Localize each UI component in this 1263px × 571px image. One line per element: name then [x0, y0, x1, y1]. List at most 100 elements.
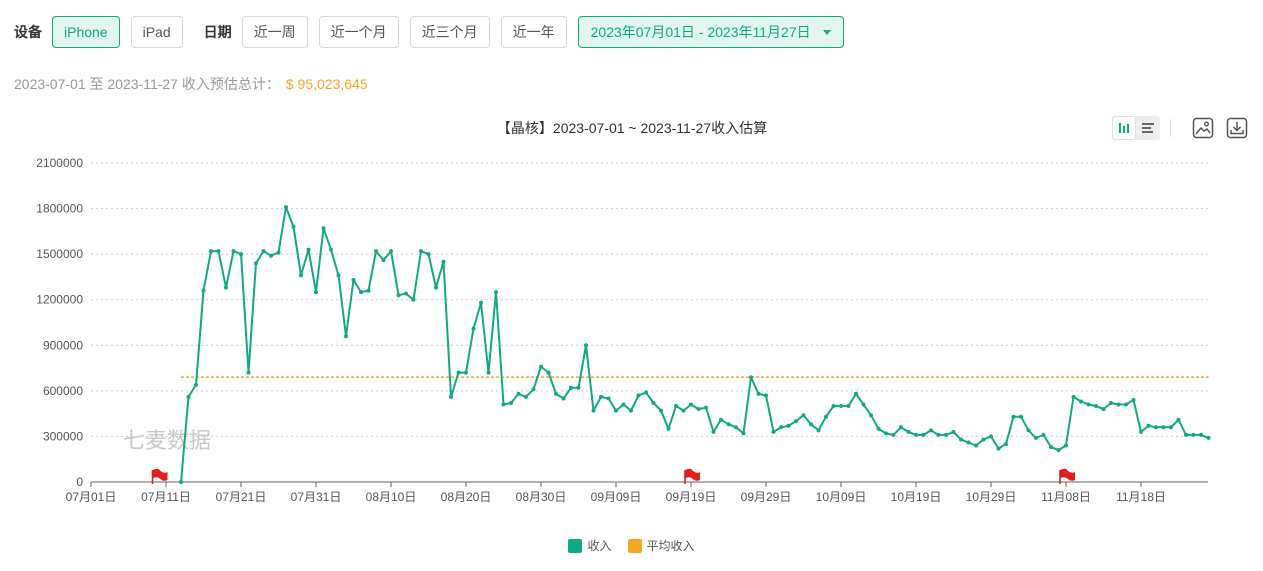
revenue-point[interactable]	[396, 293, 401, 298]
revenue-point[interactable]	[471, 326, 476, 331]
revenue-point[interactable]	[891, 432, 896, 437]
revenue-point[interactable]	[681, 408, 686, 413]
revenue-point[interactable]	[1109, 401, 1113, 405]
revenue-point[interactable]	[1026, 428, 1031, 433]
revenue-point[interactable]	[666, 426, 671, 431]
revenue-point[interactable]	[929, 428, 933, 433]
revenue-point[interactable]	[351, 278, 356, 282]
revenue-point[interactable]	[524, 394, 528, 399]
date-three-months-button[interactable]: 近三个月	[409, 16, 490, 48]
legend-item-revenue[interactable]: 收入	[568, 537, 612, 554]
revenue-point[interactable]	[216, 249, 221, 254]
revenue-point[interactable]	[981, 437, 986, 442]
revenue-point[interactable]	[531, 387, 536, 392]
revenue-point[interactable]	[801, 413, 806, 418]
revenue-point[interactable]	[209, 249, 213, 254]
revenue-point[interactable]	[906, 429, 911, 434]
revenue-point[interactable]	[884, 431, 888, 436]
revenue-point[interactable]	[1161, 425, 1166, 430]
revenue-point[interactable]	[381, 258, 386, 263]
revenue-point[interactable]	[186, 394, 191, 399]
revenue-point[interactable]	[704, 405, 708, 410]
revenue-point[interactable]	[711, 429, 716, 434]
revenue-point[interactable]	[1056, 448, 1061, 453]
revenue-point[interactable]	[786, 423, 791, 428]
revenue-point[interactable]	[539, 364, 543, 369]
download-icon[interactable]	[1225, 116, 1249, 140]
revenue-point[interactable]	[291, 224, 296, 229]
revenue-point[interactable]	[561, 396, 566, 401]
list-icon[interactable]	[1136, 116, 1160, 140]
revenue-point[interactable]	[951, 429, 956, 434]
revenue-point[interactable]	[321, 226, 326, 231]
device-iphone-button[interactable]: iPhone	[52, 16, 120, 48]
revenue-point[interactable]	[944, 432, 948, 437]
revenue-point[interactable]	[1101, 407, 1106, 412]
revenue-point[interactable]	[554, 391, 558, 396]
revenue-point[interactable]	[1146, 423, 1151, 428]
device-ipad-button[interactable]: iPad	[130, 16, 183, 48]
revenue-point[interactable]	[1086, 402, 1091, 407]
revenue-point[interactable]	[741, 431, 746, 436]
revenue-point[interactable]	[599, 394, 603, 399]
revenue-point[interactable]	[299, 273, 303, 278]
revenue-point[interactable]	[486, 370, 491, 375]
revenue-point[interactable]	[336, 273, 341, 278]
revenue-point[interactable]	[1071, 394, 1076, 399]
revenue-point[interactable]	[201, 288, 206, 293]
date-month-button[interactable]: 近一个月	[318, 16, 399, 48]
revenue-point[interactable]	[644, 390, 648, 395]
revenue-point[interactable]	[854, 391, 858, 396]
revenue-point[interactable]	[726, 422, 731, 427]
revenue-point[interactable]	[464, 370, 468, 375]
revenue-point[interactable]	[284, 205, 288, 210]
revenue-point[interactable]	[1049, 445, 1053, 450]
revenue-point[interactable]	[779, 425, 783, 430]
revenue-point[interactable]	[831, 404, 836, 408]
revenue-point[interactable]	[359, 290, 363, 295]
date-week-button[interactable]: 近一周	[241, 16, 308, 48]
revenue-point[interactable]	[974, 443, 978, 448]
revenue-point[interactable]	[254, 261, 258, 266]
revenue-point[interactable]	[824, 414, 828, 419]
revenue-point[interactable]	[1124, 402, 1128, 407]
legend-item-average[interactable]: 平均收入	[627, 537, 695, 554]
revenue-point[interactable]	[861, 402, 866, 407]
revenue-point[interactable]	[846, 404, 851, 408]
revenue-point[interactable]	[411, 297, 416, 302]
revenue-point[interactable]	[494, 290, 498, 295]
revenue-point[interactable]	[546, 370, 551, 375]
revenue-point[interactable]	[479, 300, 483, 305]
revenue-point[interactable]	[1019, 414, 1023, 419]
revenue-point[interactable]	[636, 393, 641, 398]
revenue-point[interactable]	[1041, 432, 1046, 437]
revenue-point[interactable]	[1199, 432, 1203, 437]
flag-icon[interactable]	[151, 468, 168, 484]
revenue-point[interactable]	[179, 480, 183, 484]
revenue-point[interactable]	[1154, 425, 1158, 430]
revenue-point[interactable]	[809, 422, 813, 427]
revenue-point[interactable]	[389, 249, 393, 254]
revenue-point[interactable]	[1206, 435, 1211, 440]
revenue-point[interactable]	[936, 432, 941, 437]
revenue-point[interactable]	[1191, 432, 1196, 437]
revenue-point[interactable]	[696, 407, 701, 412]
revenue-point[interactable]	[606, 396, 611, 401]
revenue-point[interactable]	[569, 385, 573, 390]
revenue-point[interactable]	[1139, 429, 1143, 434]
revenue-point[interactable]	[674, 404, 678, 408]
revenue-point[interactable]	[966, 440, 971, 445]
revenue-point[interactable]	[839, 404, 843, 408]
revenue-point[interactable]	[329, 247, 333, 252]
revenue-point[interactable]	[344, 334, 348, 339]
revenue-point[interactable]	[1131, 398, 1136, 402]
revenue-point[interactable]	[1116, 402, 1121, 407]
revenue-point[interactable]	[434, 285, 438, 290]
date-year-button[interactable]: 近一年	[500, 16, 567, 48]
revenue-point[interactable]	[509, 401, 513, 405]
revenue-point[interactable]	[306, 247, 311, 252]
flag-icon[interactable]	[1059, 468, 1075, 484]
revenue-point[interactable]	[404, 291, 408, 296]
revenue-point[interactable]	[899, 425, 903, 430]
revenue-point[interactable]	[591, 408, 596, 413]
